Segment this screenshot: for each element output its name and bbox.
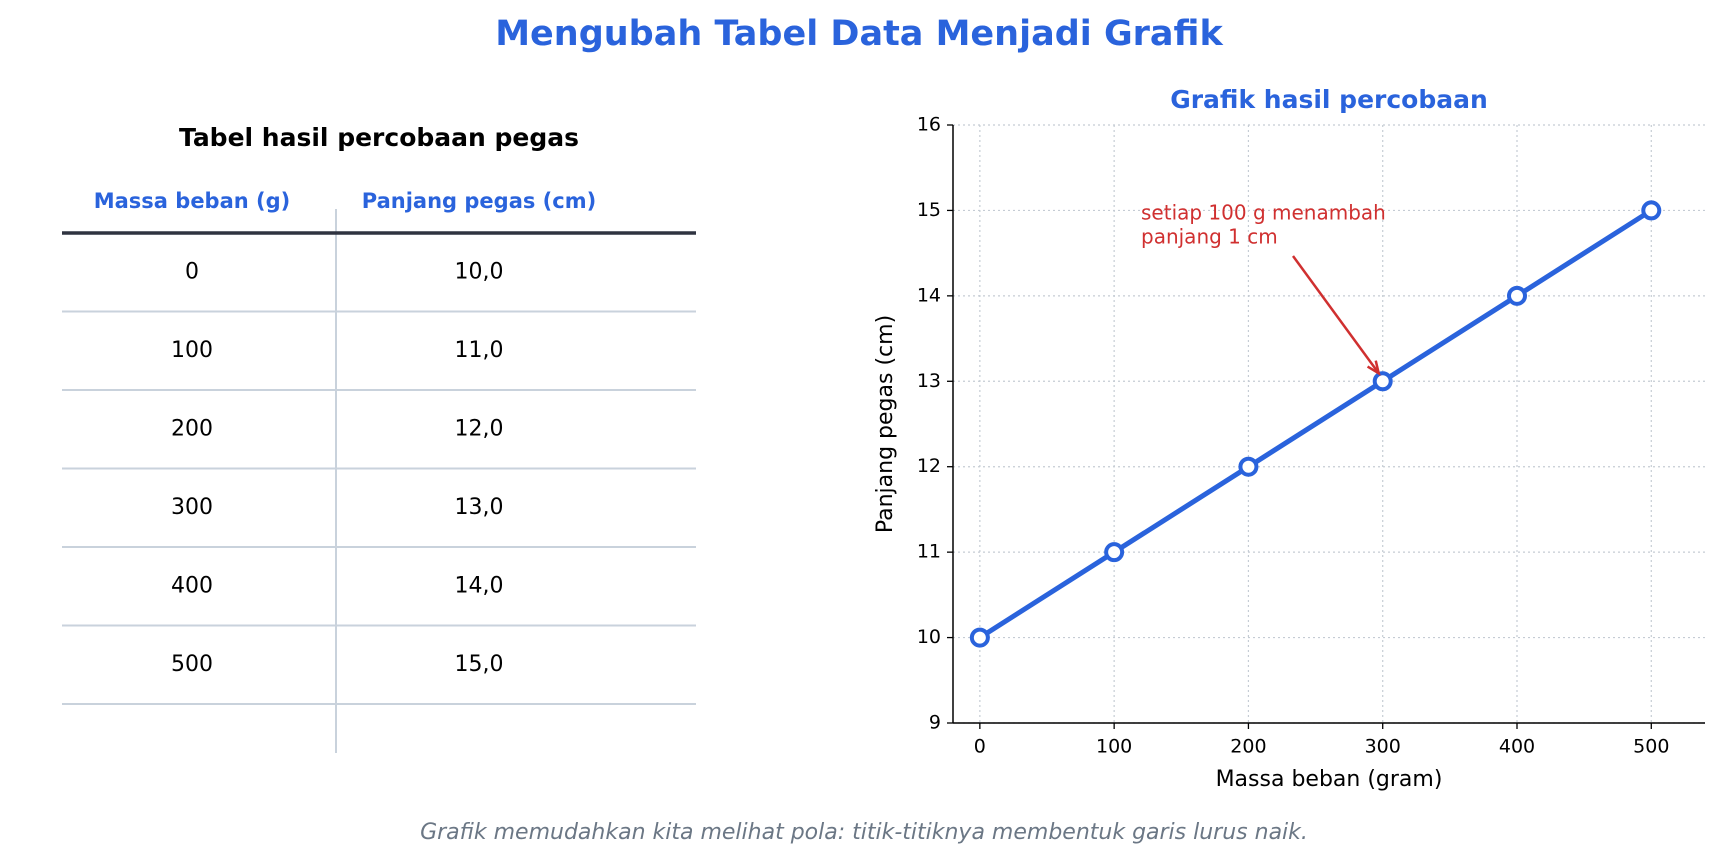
table-cell: 200: [171, 416, 213, 441]
data-point: [969, 627, 990, 648]
chart: 9 10 11 12 13 14 15 16 0 100 200 300 400 500 setiap 10…: [917, 114, 1705, 758]
annotation-text: panjang 1 cm: [1141, 225, 1278, 249]
table-cell: 14,0: [455, 573, 504, 598]
page-title: Mengubah Tabel Data Menjadi Grafik: [495, 14, 1223, 54]
table-cell: 15,0: [455, 652, 504, 677]
table-cell: 500: [171, 652, 213, 677]
annotation-arrowhead: [1366, 360, 1381, 376]
y-tick-label: 10: [917, 626, 941, 648]
table-cell: 400: [171, 573, 213, 598]
x-tick-label: 100: [1096, 736, 1132, 758]
x-axis-label: Massa beban (gram): [1216, 767, 1443, 792]
table-cell: 13,0: [455, 495, 504, 520]
table-header: Massa beban (g): [94, 189, 291, 213]
x-tick-label: 300: [1365, 736, 1401, 758]
table-cell: 100: [171, 338, 213, 363]
table-cell: 11,0: [455, 338, 504, 363]
table-cell: 10,0: [455, 259, 504, 284]
caption: Grafik memudahkan kita melihat pola: tit…: [420, 820, 1308, 845]
y-tick-label: 15: [917, 199, 941, 221]
y-tick-label: 13: [917, 370, 941, 392]
y-tick-label: 16: [917, 114, 941, 136]
annotation-arrow: [1291, 255, 1380, 375]
table-header: Panjang pegas (cm): [362, 189, 596, 213]
table-cell: 300: [171, 495, 213, 520]
data-line: [977, 207, 1654, 641]
annotation-text: setiap 100 g menambah: [1141, 201, 1386, 225]
x-tick-label: 0: [974, 736, 986, 758]
y-tick-label: 11: [917, 541, 941, 563]
data-point: [1104, 542, 1125, 563]
table-cell: 0: [185, 259, 199, 284]
data-point: [1641, 200, 1662, 221]
data-point: [1372, 371, 1393, 392]
y-tick-label: 9: [929, 712, 941, 734]
y-axis-label: Panjang pegas (cm): [873, 315, 898, 533]
y-tick-label: 12: [917, 455, 941, 477]
table-cell: 12,0: [455, 416, 504, 441]
chart-title: Grafik hasil percobaan: [1170, 85, 1488, 114]
table-body: 0 10,0 100 11,0 200 12,0 300 13,0 400 14,0 500 15,0: [62, 259, 696, 705]
data-point: [1507, 285, 1527, 306]
y-tick-label: 14: [917, 284, 941, 306]
table-title: Tabel hasil percobaan pegas: [179, 123, 579, 152]
x-tick-label: 400: [1499, 736, 1535, 758]
x-tick-label: 500: [1633, 736, 1669, 758]
x-tick-label: 200: [1230, 736, 1266, 758]
data-point: [1238, 456, 1259, 477]
